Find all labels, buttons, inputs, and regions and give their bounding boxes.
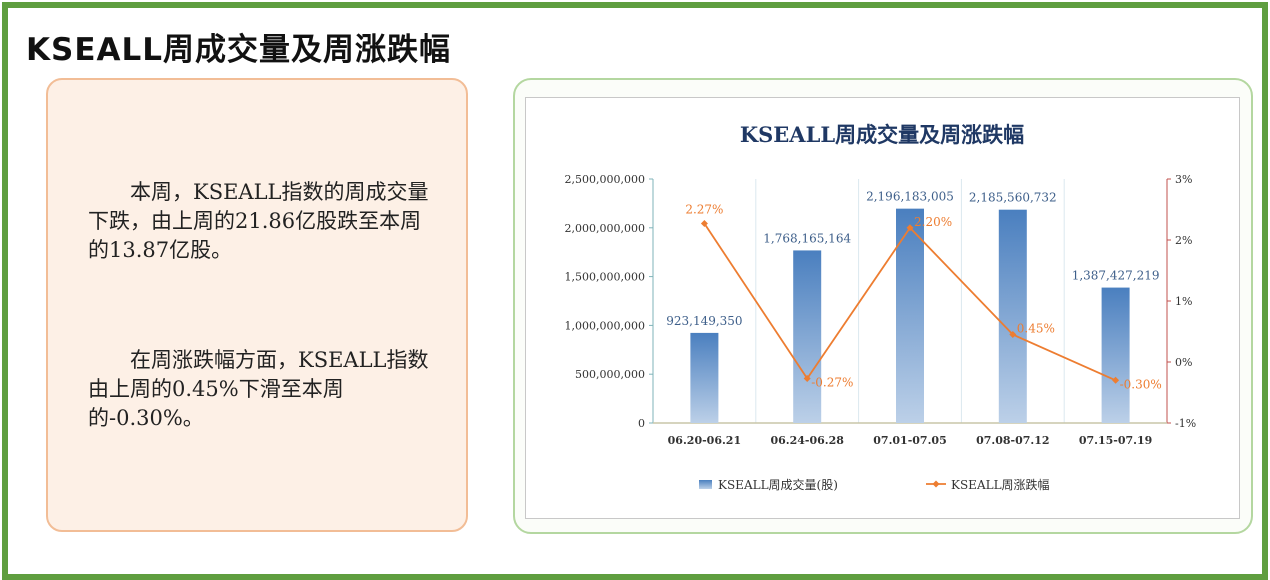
- volume-data-label: 2,185,560,732: [969, 191, 1057, 205]
- x-axis-tick-label: 07.15-07.19: [1079, 434, 1152, 447]
- change-data-label: 2.20%: [914, 215, 952, 229]
- commentary-panel: 本周，KSEALL指数的周成交量下跌，由上周的21.86亿股跌至本周的13.87…: [46, 78, 468, 532]
- change-point-marker: [906, 224, 914, 232]
- chart-title: KSEALL周成交量及周涨跌幅: [740, 122, 1024, 147]
- right-axis-tick-label: 3%: [1175, 173, 1192, 186]
- right-axis-tick-label: 0%: [1175, 356, 1192, 369]
- left-axis-tick-label: 2,500,000,000: [565, 173, 645, 186]
- volume-bar: [998, 209, 1027, 423]
- volume-bar: [896, 208, 924, 423]
- legend-change-label: KSEALL周涨跌幅: [951, 477, 1050, 492]
- left-axis-tick-label: 0: [638, 417, 645, 430]
- change-point-marker: [1009, 331, 1017, 339]
- change-data-label: -0.27%: [811, 375, 853, 389]
- right-axis-tick-label: 1%: [1175, 295, 1192, 308]
- volume-data-label: 2,196,183,005: [866, 190, 954, 204]
- x-axis-tick-label: 07.01-07.05: [873, 434, 946, 447]
- commentary-paragraph-change: 在周涨跌幅方面，KSEALL指数由上周的0.45%下滑至本周的-0.30%。: [88, 348, 429, 430]
- change-point-marker: [1112, 376, 1120, 384]
- left-axis-tick-label: 2,000,000,000: [565, 222, 645, 235]
- right-axis-tick-label: 2%: [1175, 234, 1192, 247]
- change-data-label: 2.27%: [685, 203, 723, 217]
- volume-bar: [793, 250, 822, 423]
- legend-volume-label: KSEALL周成交量(股): [718, 477, 838, 492]
- volume-data-label: 1,387,427,219: [1072, 269, 1160, 283]
- combo-chart: KSEALL周成交量及周涨跌幅 0 500,000,000 1,000,000,000…: [565, 122, 1197, 492]
- commentary-paragraph-volume: 本周，KSEALL指数的周成交量下跌，由上周的21.86亿股跌至本周的13.87…: [88, 180, 429, 262]
- volume-data-label: 923,149,350: [666, 314, 742, 328]
- volume-bar: [690, 332, 719, 423]
- x-axis-tick-label: 06.24-06.28: [770, 434, 844, 447]
- left-axis-tick-label: 500,000,000: [575, 368, 645, 381]
- chart-container: KSEALL周成交量及周涨跌幅 0 500,000,000 1,000,000,000…: [525, 97, 1240, 519]
- volume-data-label: 1,768,165,164: [763, 231, 851, 245]
- left-axis-tick-label: 1,500,000,000: [565, 271, 645, 284]
- legend-line-marker: [932, 480, 940, 488]
- x-axis-tick-label: 06.20-06.21: [668, 434, 741, 447]
- legend-bar-swatch: [699, 480, 712, 489]
- page-title: KSEALL周成交量及周涨跌幅: [26, 32, 452, 68]
- change-point-marker: [700, 220, 708, 228]
- change-data-label: -0.30%: [1120, 377, 1162, 391]
- x-axis-tick-label: 07.08-07.12: [976, 434, 1049, 447]
- left-axis-tick-label: 1,000,000,000: [565, 319, 645, 332]
- change-point-marker: [803, 374, 811, 382]
- volume-bar: [1101, 287, 1130, 423]
- right-axis-tick-label: -1%: [1175, 417, 1196, 430]
- change-data-label: 0.45%: [1017, 322, 1055, 336]
